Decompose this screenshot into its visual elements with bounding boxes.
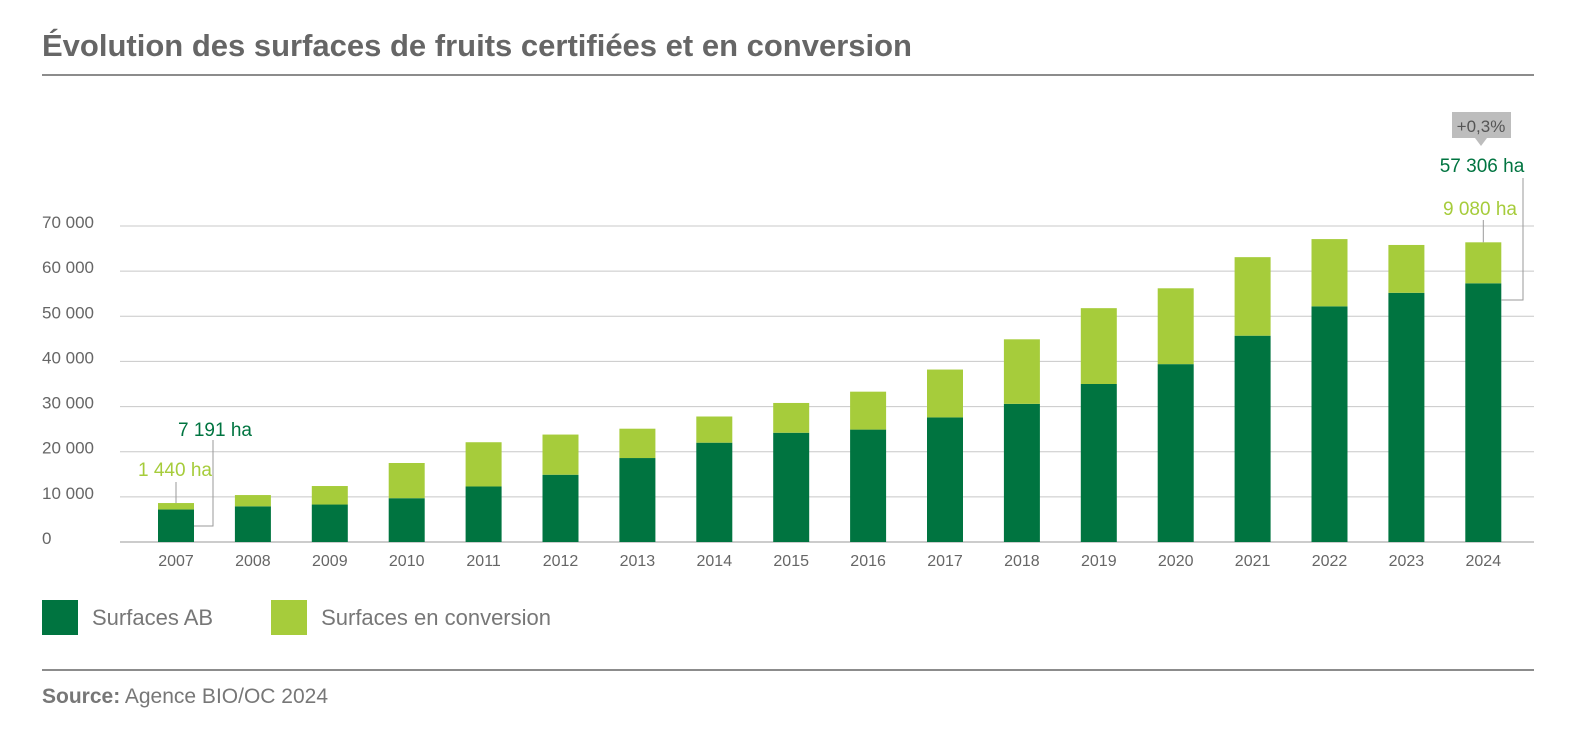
annotation-last-ab: 57 306 ha — [1440, 156, 1525, 177]
bar-conversion — [1234, 257, 1271, 336]
x-tick-label: 2024 — [1466, 553, 1502, 570]
legend: Surfaces AB Surfaces en conversion — [42, 600, 609, 635]
annotation-leader-last-ab — [1501, 178, 1524, 301]
bar-ab — [773, 432, 810, 542]
bar-ab — [1388, 292, 1425, 542]
x-tick-label: 2019 — [1081, 553, 1117, 570]
source-text: Agence BIO/OC 2024 — [124, 685, 328, 708]
x-tick-label: 2022 — [1312, 553, 1348, 570]
annotation-first-conversion: 1 440 ha — [138, 460, 212, 481]
y-tick-label: 70 000 — [42, 213, 94, 232]
bar-ab — [542, 474, 579, 542]
bar-ab — [927, 417, 963, 542]
bar-conversion — [696, 416, 733, 443]
legend-swatch-conversion — [271, 600, 308, 635]
y-tick-label: 20 000 — [42, 439, 94, 458]
bar-conversion — [1080, 308, 1117, 384]
x-tick-label: 2023 — [1389, 553, 1425, 570]
source-note: Source: Agence BIO/OC 2024 — [42, 685, 328, 709]
bar-conversion — [927, 369, 963, 418]
x-tick-label: 2016 — [850, 553, 886, 570]
x-tick-label: 2021 — [1235, 553, 1271, 570]
bar-ab — [619, 458, 656, 542]
bar-conversion — [388, 463, 425, 499]
bar-conversion — [158, 503, 194, 510]
x-tick-label: 2020 — [1158, 553, 1194, 570]
bar-ab — [696, 442, 733, 542]
legend-label-conversion: Surfaces en conversion — [321, 604, 551, 630]
bar-ab — [850, 429, 887, 542]
bar-conversion — [773, 402, 810, 433]
bar-ab — [1311, 306, 1348, 542]
stacked-bar-chart: 0 10 000 20 000 30 000 40 000 50 000 60 000 70 … — [42, 112, 1534, 570]
annotation-last-conversion: 9 080 ha — [1443, 199, 1517, 220]
bar-ab — [465, 486, 502, 542]
bar-conversion — [1157, 288, 1194, 365]
y-tick-label: 50 000 — [42, 303, 94, 322]
change-badge-label: +0,3% — [1457, 117, 1506, 136]
bar-ab — [388, 498, 425, 542]
bar-conversion — [619, 428, 656, 459]
x-tick-label: 2012 — [543, 553, 579, 570]
bar-conversion — [1388, 244, 1425, 293]
bar-ab — [1234, 335, 1271, 542]
bar-ab — [1465, 283, 1502, 542]
bar-ab — [234, 506, 271, 542]
x-tick-label: 2017 — [927, 553, 963, 570]
x-tick-label: 2014 — [697, 553, 733, 570]
x-tick-label: 2010 — [389, 553, 425, 570]
x-tick-label: 2013 — [620, 553, 656, 570]
legend-label-ab: Surfaces AB — [92, 604, 214, 630]
change-badge — [1452, 112, 1511, 138]
footer-divider — [42, 669, 1534, 671]
bar-conversion — [465, 442, 502, 487]
x-tick-label: 2009 — [312, 553, 348, 570]
change-badge-pointer — [1475, 138, 1487, 146]
bar-ab — [158, 509, 194, 542]
bar-conversion — [311, 486, 348, 505]
bar-conversion — [1465, 242, 1502, 284]
legend-item-conversion: Surfaces en conversion — [271, 600, 551, 635]
title-divider — [42, 74, 1534, 76]
bar-conversion — [1311, 239, 1348, 307]
legend-swatch-ab — [42, 600, 78, 635]
x-tick-label: 2018 — [1004, 553, 1040, 570]
y-tick-label: 30 000 — [42, 394, 94, 413]
legend-item-ab: Surfaces AB — [42, 600, 213, 635]
y-tick-label: 40 000 — [42, 348, 94, 367]
bar-ab — [311, 504, 348, 542]
bar-ab — [1003, 403, 1040, 542]
bar-ab — [1157, 364, 1194, 542]
y-tick-label: 60 000 — [42, 258, 94, 277]
y-tick-label: 0 — [42, 529, 51, 548]
bar-ab — [1080, 384, 1117, 542]
chart-title: Évolution des surfaces de fruits certifi… — [42, 28, 912, 63]
x-tick-label: 2011 — [466, 553, 501, 570]
annotation-leader-first-ab — [194, 440, 214, 527]
x-tick-label: 2008 — [235, 553, 271, 570]
bar-conversion — [234, 495, 271, 507]
source-prefix: Source: — [42, 685, 121, 708]
annotation-first-ab: 7 191 ha — [178, 420, 252, 441]
bar-conversion — [542, 434, 579, 475]
bar-conversion — [1003, 339, 1040, 404]
x-tick-label: 2015 — [773, 553, 809, 570]
bar-conversion — [850, 391, 887, 430]
y-tick-label: 10 000 — [42, 484, 94, 503]
x-tick-label: 2007 — [158, 553, 194, 570]
